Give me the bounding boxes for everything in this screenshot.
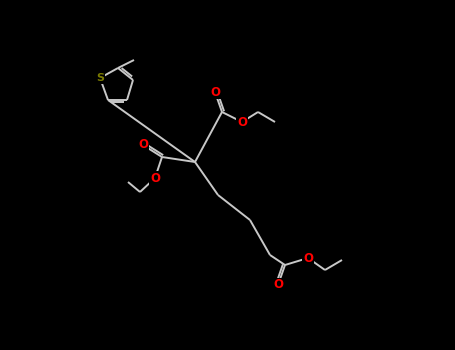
- Text: O: O: [237, 116, 247, 128]
- Text: O: O: [210, 85, 220, 98]
- Text: S: S: [96, 73, 104, 83]
- Text: O: O: [303, 252, 313, 265]
- Text: O: O: [150, 172, 160, 184]
- Text: O: O: [273, 279, 283, 292]
- Text: O: O: [138, 139, 148, 152]
